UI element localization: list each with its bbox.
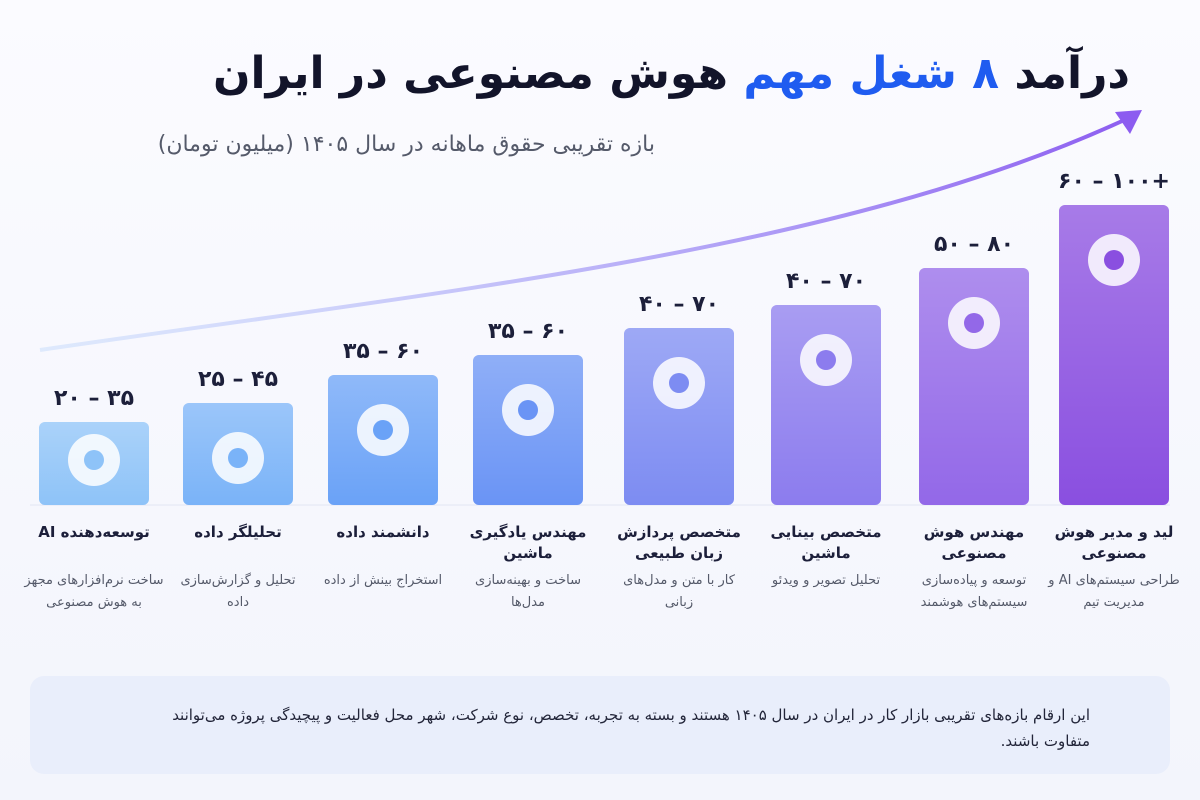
job-title: تحلیلگر داده	[194, 523, 282, 541]
job-title: دانشمند داده	[336, 523, 430, 541]
bar-shade	[771, 305, 881, 505]
job-title: متخصص پردازش زبان طبیعی	[617, 523, 741, 562]
job-icon-core	[816, 350, 836, 370]
salary-range: ۵۰ – ۸۰	[933, 232, 1015, 257]
bar-shade	[1059, 205, 1169, 505]
bar-shade	[624, 328, 734, 505]
job-title: مهندس هوش مصنوعی	[923, 523, 1025, 562]
job-icon-core	[518, 400, 538, 420]
job-description: ساخت نرم‌افزارهای مجهز به هوش مصنوعی	[24, 573, 164, 610]
note-box	[30, 676, 1170, 774]
job-title: لید و مدیر هوش مصنوعی	[1054, 523, 1174, 562]
job-description: ساخت و بهینه‌سازی مدل‌ها	[475, 573, 581, 610]
salary-range: ۴۰ – ۷۰	[638, 292, 720, 317]
note: این ارقام بازه‌های تقریبی بازار کار در ا…	[172, 706, 1090, 750]
job-icon-core	[1104, 250, 1124, 270]
job-icon-core	[964, 313, 984, 333]
salary-range: ۳۵ – ۶۰	[342, 339, 424, 364]
salary-range: ۴۰ – ۷۰	[785, 269, 867, 294]
arrow-head	[1115, 110, 1142, 134]
job-icon-core	[669, 373, 689, 393]
title-start: درآمد	[1014, 48, 1130, 99]
title: درآمد ۸ شغل مهم هوش مصنوعی در ایران	[213, 48, 1130, 99]
job-icon-core	[373, 420, 393, 440]
salary-range: ۶۰ – ۱۰۰+	[1058, 169, 1170, 194]
trend-arrow	[39, 113, 1136, 352]
job-description: کار با متن و مدل‌های زبانی	[623, 573, 735, 610]
job-title: متخصص بینایی ماشین	[770, 523, 882, 562]
job-description: تحلیل تصویر و ویدئو	[771, 573, 881, 588]
job-description: تحلیل و گزارش‌سازی داده	[180, 573, 296, 610]
title-end: هوش مصنوعی در ایران	[213, 48, 729, 99]
job-icon-core	[228, 448, 248, 468]
salary-range: ۲۵ – ۴۵	[197, 367, 279, 392]
bar-shade	[919, 268, 1029, 505]
salary-range: ۲۰ – ۳۵	[53, 386, 135, 411]
salary-range: ۳۵ – ۶۰	[487, 319, 569, 344]
subtitle: بازه تقریبی حقوق ماهانه در سال ۱۴۰۵ (میل…	[157, 132, 655, 157]
job-description: طراحی سیستم‌های AI و مدیریت تیم	[1048, 573, 1180, 610]
job-icon-core	[84, 450, 104, 470]
job-description: استخراج بینش از داده	[323, 573, 443, 588]
job-description: توسعه و پیاده‌سازی سیستم‌های هوشمند	[920, 573, 1028, 610]
job-title: مهندس یادگیری ماشین	[469, 523, 587, 562]
job-title: توسعه‌دهنده AI	[38, 523, 150, 541]
title-highlight: ۸ شغل مهم	[743, 48, 1000, 99]
